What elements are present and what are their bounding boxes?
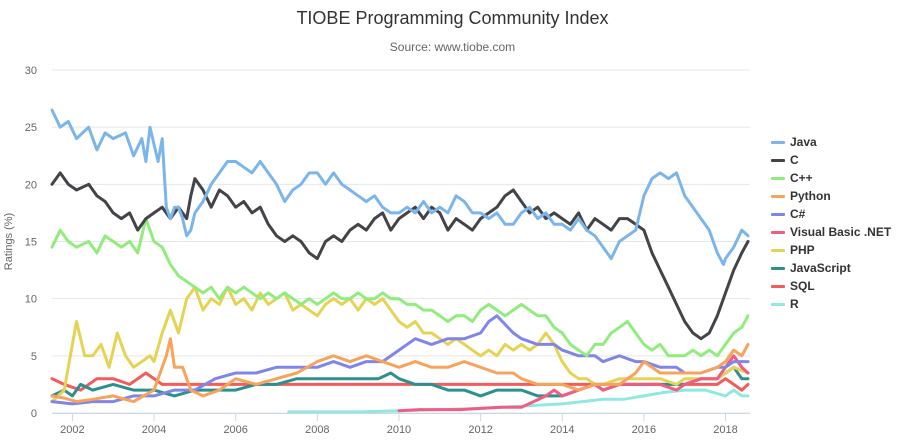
legend-swatch bbox=[771, 213, 785, 217]
legend-label: C bbox=[790, 153, 799, 167]
legend-label: C++ bbox=[790, 171, 813, 185]
y-tick-label: 15 bbox=[25, 237, 37, 249]
series-line-visual-basic-net[interactable] bbox=[397, 354, 750, 413]
x-tick-label: 2012 bbox=[468, 424, 492, 436]
legend-label: Python bbox=[790, 189, 831, 203]
legend-label: R bbox=[790, 297, 799, 311]
legend-label: Java bbox=[790, 135, 817, 149]
y-axis-title: Ratings (%) bbox=[3, 213, 15, 270]
legend-item[interactable]: JavaScript bbox=[771, 259, 891, 277]
legend-item[interactable]: Python bbox=[771, 187, 891, 205]
x-tick-label: 2008 bbox=[305, 424, 329, 436]
legend-item[interactable]: C# bbox=[771, 205, 891, 223]
y-tick-label: 30 bbox=[25, 65, 37, 77]
chart-title: TIOBE Programming Community Index bbox=[296, 8, 609, 28]
y-tick-label: 20 bbox=[25, 179, 37, 191]
legend-swatch bbox=[771, 267, 785, 271]
x-tick-label: 2004 bbox=[142, 424, 166, 436]
axes: 0 5 10 15 20 25 30 2002 2004 2006 2008 2010 2012 2014… bbox=[3, 65, 750, 436]
legend-item[interactable]: Java bbox=[771, 133, 891, 151]
chart-subtitle: Source: www.tiobe.com bbox=[389, 40, 516, 54]
legend-swatch bbox=[771, 177, 785, 181]
x-tick-label: 2002 bbox=[60, 424, 84, 436]
legend-item[interactable]: C bbox=[771, 151, 891, 169]
legend-swatch bbox=[771, 231, 785, 235]
legend-item[interactable]: R bbox=[771, 295, 891, 313]
series-line-sql[interactable] bbox=[50, 371, 750, 392]
series-line-javascript[interactable] bbox=[50, 365, 750, 398]
y-tick-label: 25 bbox=[25, 122, 37, 134]
legend-label: Visual Basic .NET bbox=[790, 225, 892, 239]
legend-label: C# bbox=[790, 207, 806, 221]
x-tick-label: 2018 bbox=[713, 424, 737, 436]
series-line-java[interactable] bbox=[50, 108, 750, 266]
legend-swatch bbox=[771, 159, 785, 163]
y-tick-label: 10 bbox=[25, 294, 37, 306]
legend-swatch bbox=[771, 141, 785, 145]
legend-item[interactable]: SQL bbox=[771, 277, 891, 295]
x-tick-label: 2010 bbox=[387, 424, 411, 436]
y-tick-label: 5 bbox=[31, 351, 37, 363]
legend-item[interactable]: C++ bbox=[771, 169, 891, 187]
x-tick-label: 2016 bbox=[632, 424, 656, 436]
series-line-c[interactable] bbox=[50, 217, 750, 358]
legend-item[interactable]: PHP bbox=[771, 241, 891, 259]
x-tick-label: 2014 bbox=[550, 424, 574, 436]
legend-swatch bbox=[771, 249, 785, 253]
x-tick-label: 2006 bbox=[223, 424, 247, 436]
legend-label: SQL bbox=[790, 279, 815, 293]
legend-item[interactable]: Visual Basic .NET bbox=[771, 223, 891, 241]
series-line-python[interactable] bbox=[50, 337, 750, 404]
legend-label: PHP bbox=[790, 243, 815, 257]
legend-swatch bbox=[771, 303, 785, 307]
series-line-php[interactable] bbox=[50, 285, 750, 404]
y-tick-label: 0 bbox=[31, 408, 37, 420]
legend-swatch bbox=[771, 195, 785, 199]
legend: Java C C++ Python C# Visual Basic .NET PHP Java… bbox=[771, 133, 891, 313]
series-lines bbox=[50, 108, 750, 414]
legend-swatch bbox=[771, 285, 785, 289]
legend-label: JavaScript bbox=[790, 261, 851, 275]
series-line-c[interactable] bbox=[50, 314, 750, 406]
